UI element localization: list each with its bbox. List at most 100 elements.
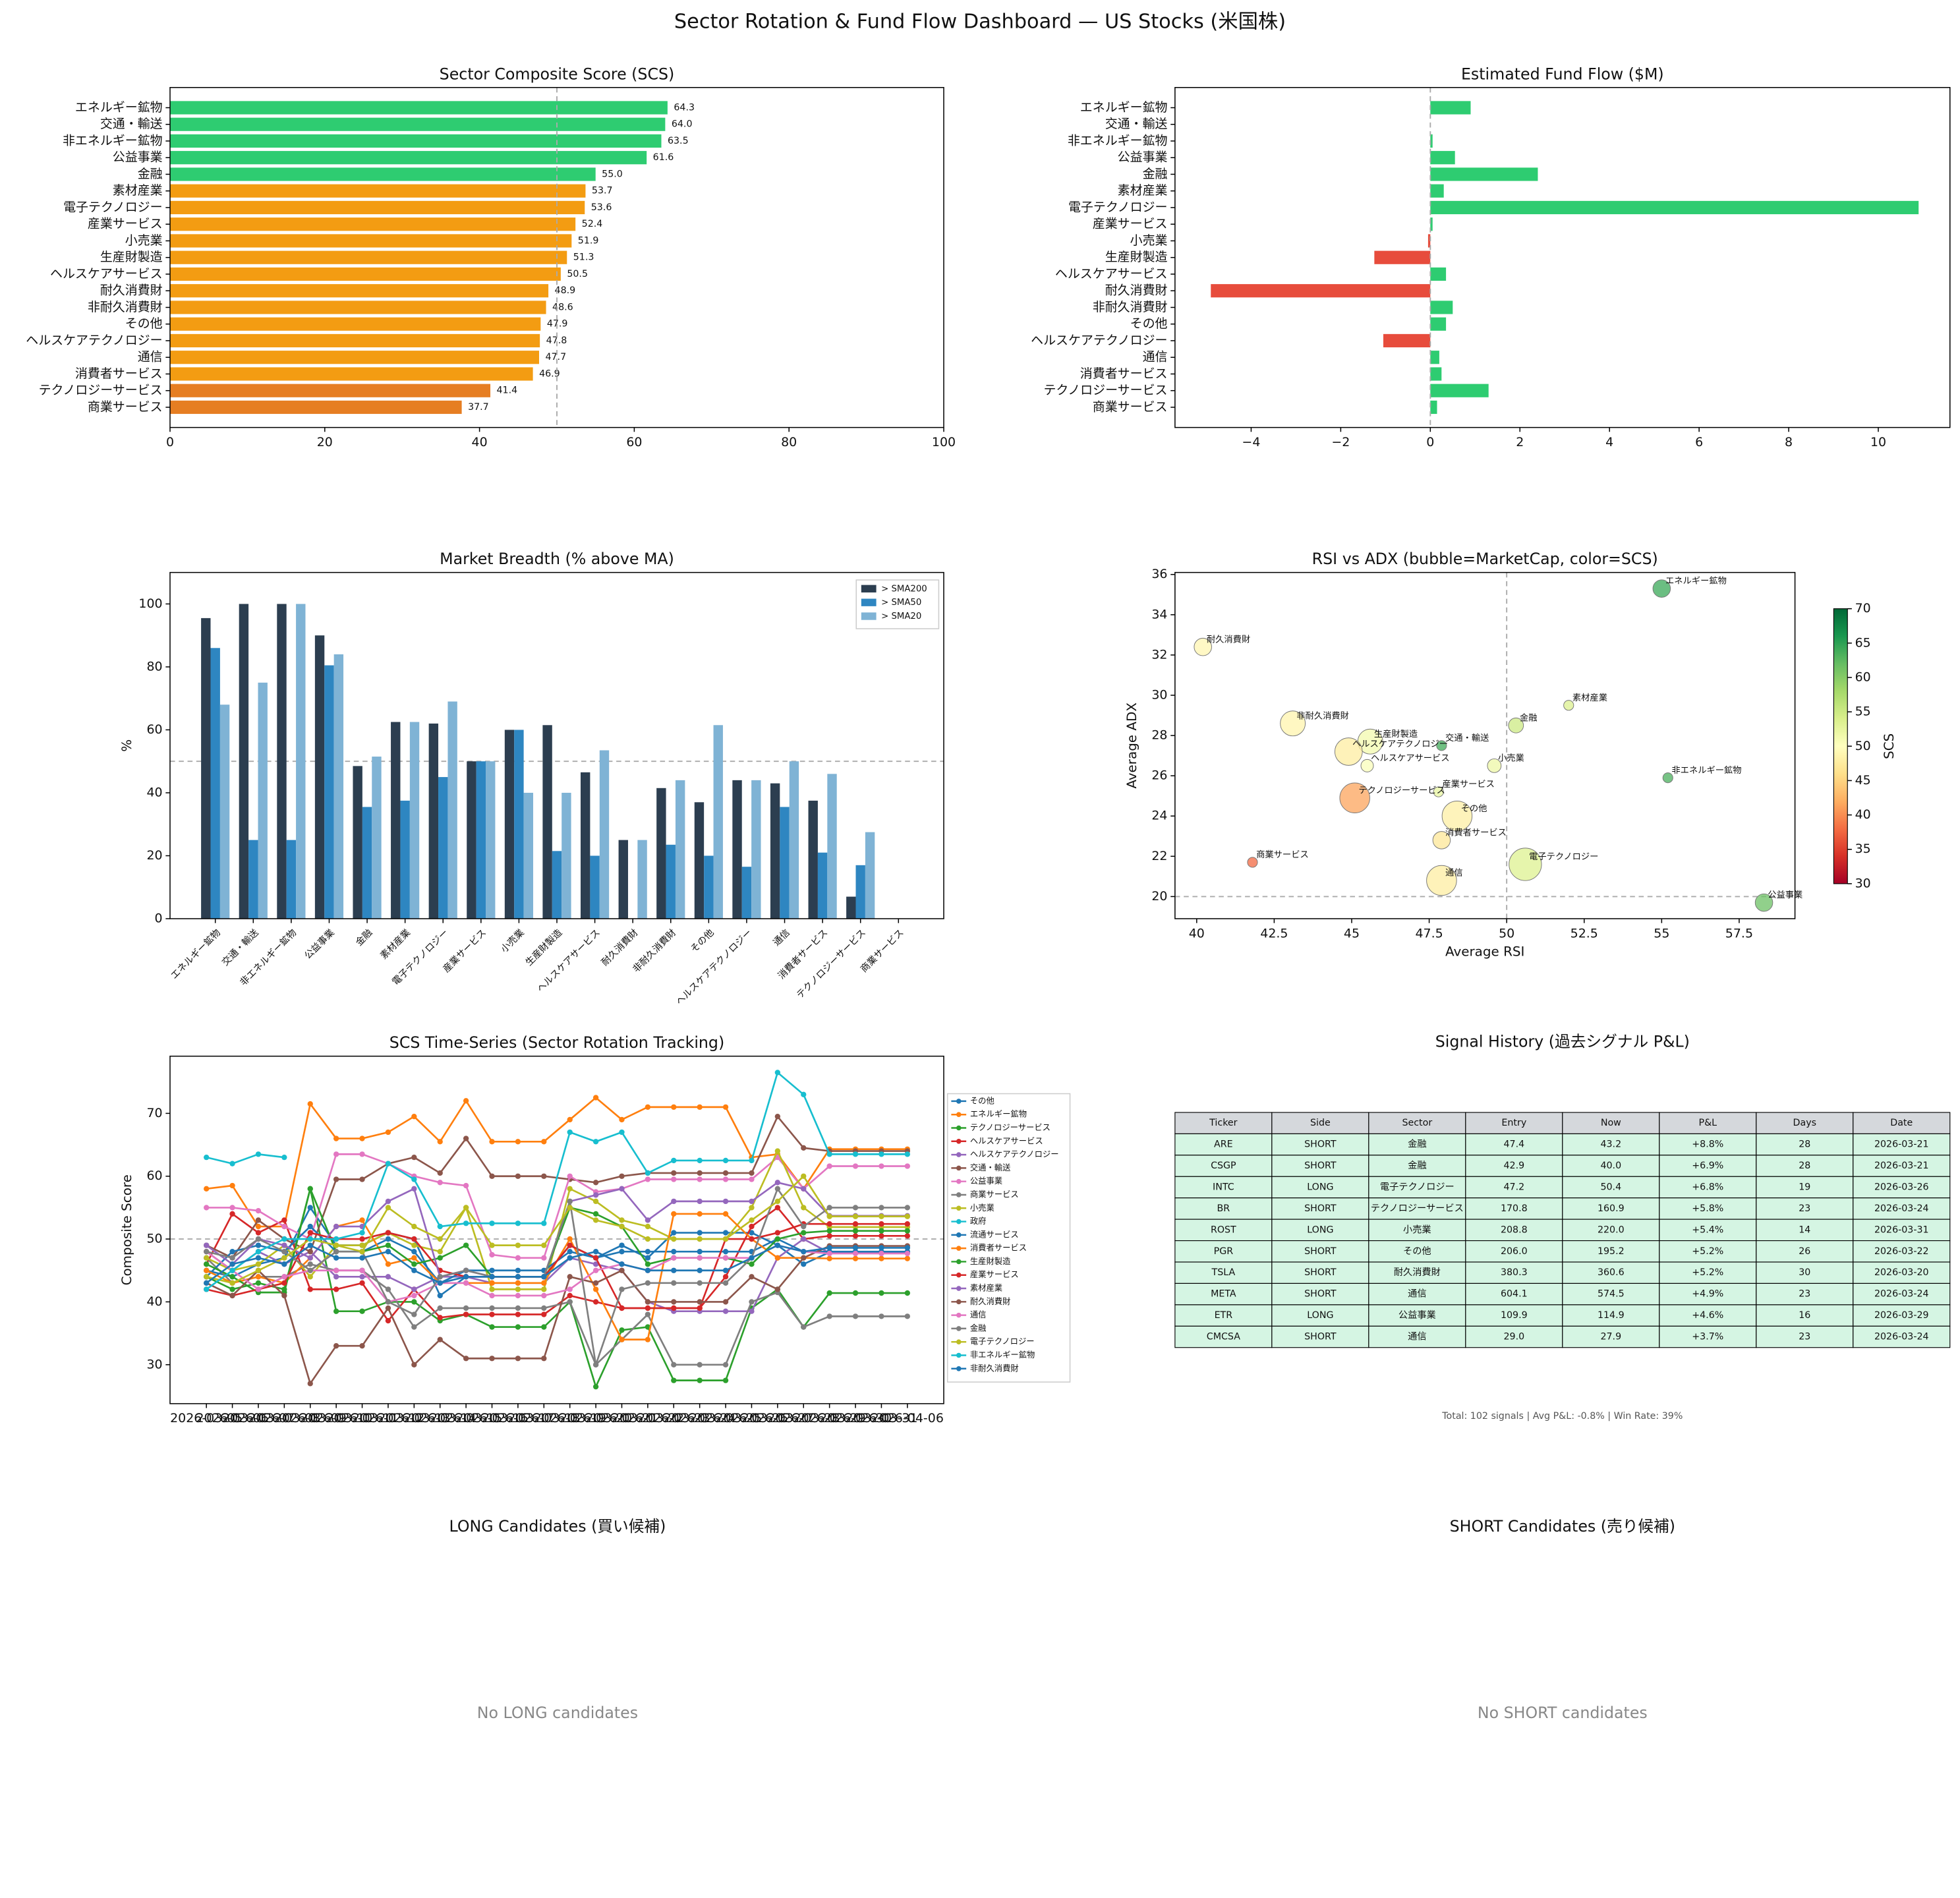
bar [1430, 301, 1453, 314]
series-marker [489, 1251, 495, 1258]
table-text: その他 [1403, 1246, 1431, 1257]
series-marker [879, 1228, 884, 1234]
series-marker [671, 1267, 677, 1273]
x-tick-label: −4 [1242, 435, 1260, 449]
series-marker [722, 1236, 729, 1242]
colorbar [1833, 608, 1848, 884]
series-marker [722, 1299, 729, 1305]
series-marker [619, 1129, 625, 1136]
x-tick-label: 2026-03-16 [455, 1411, 528, 1425]
table-text: ETR [1215, 1310, 1233, 1321]
legend-label: 政府 [970, 1216, 987, 1226]
series-marker [359, 1248, 365, 1255]
y-tick-label: 20 [1151, 889, 1167, 904]
x-tick-label: 6 [1695, 435, 1703, 449]
series-marker [437, 1255, 443, 1261]
table-text: 30 [1799, 1267, 1810, 1278]
series-marker [489, 1356, 495, 1362]
table-cell [1853, 1197, 1951, 1220]
series-marker [307, 1248, 313, 1255]
x-tick-label: 47.5 [1415, 926, 1443, 940]
series-marker [697, 1299, 703, 1305]
table-cell [1465, 1240, 1563, 1263]
y-tick-label: テクノロジーサービス [39, 383, 163, 397]
bar [169, 167, 596, 181]
y-tick-label: 非エネルギー鉱物 [1068, 133, 1168, 148]
series-marker [489, 1286, 495, 1292]
series-marker [255, 1286, 262, 1292]
series-marker [879, 1250, 884, 1257]
series-marker [437, 1248, 443, 1255]
series-marker [671, 1157, 677, 1164]
table-text: +6.9% [1692, 1161, 1723, 1171]
table-cell [1659, 1261, 1757, 1284]
y-tick-label: テクノロジーサービス [1043, 383, 1167, 397]
bar [169, 284, 549, 298]
table-text: 2026-03-24 [1874, 1332, 1929, 1342]
legend-label: 産業サービス [970, 1269, 1019, 1279]
bar [1430, 167, 1538, 181]
x-tick-label: 0 [1426, 435, 1434, 449]
y-tick-label: 小売業 [125, 233, 163, 248]
x-tick-label: 2026-03-20 [560, 1411, 632, 1425]
legend-marker [956, 1099, 962, 1104]
series-marker [801, 1324, 807, 1330]
bar [169, 250, 567, 264]
table-header-cell [1271, 1112, 1369, 1134]
series-marker [879, 1205, 884, 1211]
x-tick-label: 2026-03-11 [326, 1411, 398, 1425]
table-text: SHORT [1304, 1267, 1337, 1278]
table-text: 28 [1799, 1161, 1810, 1171]
table-text: 28 [1799, 1139, 1810, 1150]
series-marker [307, 1261, 313, 1267]
series-marker [385, 1236, 391, 1242]
table-text: 2026-03-26 [1874, 1182, 1929, 1192]
series-marker [852, 1213, 859, 1219]
series-marker [333, 1151, 339, 1157]
series-line [206, 1174, 908, 1284]
table-cell [1853, 1282, 1951, 1306]
series-marker [645, 1261, 651, 1267]
series-marker [541, 1356, 547, 1362]
series-marker [411, 1261, 417, 1267]
series-marker [229, 1280, 235, 1286]
table-cell [1853, 1261, 1951, 1284]
series-marker [671, 1299, 677, 1305]
x-tick-label: 2026-03-07 [222, 1411, 295, 1425]
series-marker [255, 1151, 262, 1157]
table-text: SHORT [1304, 1332, 1337, 1342]
table-text: 574.5 [1598, 1289, 1625, 1300]
series-marker [307, 1274, 313, 1280]
table-cell [1271, 1219, 1369, 1242]
x-tick-label: 2026-03-10 [300, 1411, 372, 1425]
series-marker [645, 1170, 651, 1176]
table-cell [1271, 1282, 1369, 1306]
series-marker [774, 1198, 781, 1205]
table-text: ROST [1211, 1224, 1236, 1235]
series-marker [204, 1261, 210, 1267]
table-text: 14 [1799, 1224, 1810, 1235]
series-marker [333, 1255, 339, 1261]
series-marker [749, 1217, 755, 1223]
table-text: SHORT [1304, 1246, 1337, 1257]
series-marker [671, 1176, 677, 1182]
series-marker [463, 1356, 469, 1362]
series-marker [541, 1255, 547, 1261]
series-marker [437, 1139, 443, 1145]
series-marker [749, 1198, 755, 1205]
series-marker [826, 1255, 832, 1261]
series-marker [826, 1228, 832, 1234]
table-text: 電子テクノロジー [1380, 1181, 1455, 1192]
series-marker [359, 1136, 365, 1141]
table-text: +5.4% [1692, 1224, 1723, 1235]
bar [391, 722, 401, 919]
table-text: +5.2% [1692, 1267, 1723, 1278]
x-tick-label: 2 [1516, 435, 1524, 449]
table-header-text: P&L [1699, 1118, 1717, 1128]
series-marker [697, 1236, 703, 1242]
table-cell [1465, 1197, 1563, 1220]
series-marker [801, 1255, 807, 1261]
table-cell [1465, 1176, 1563, 1199]
legend-label: 商業サービス [970, 1189, 1019, 1199]
series-marker [359, 1280, 365, 1286]
